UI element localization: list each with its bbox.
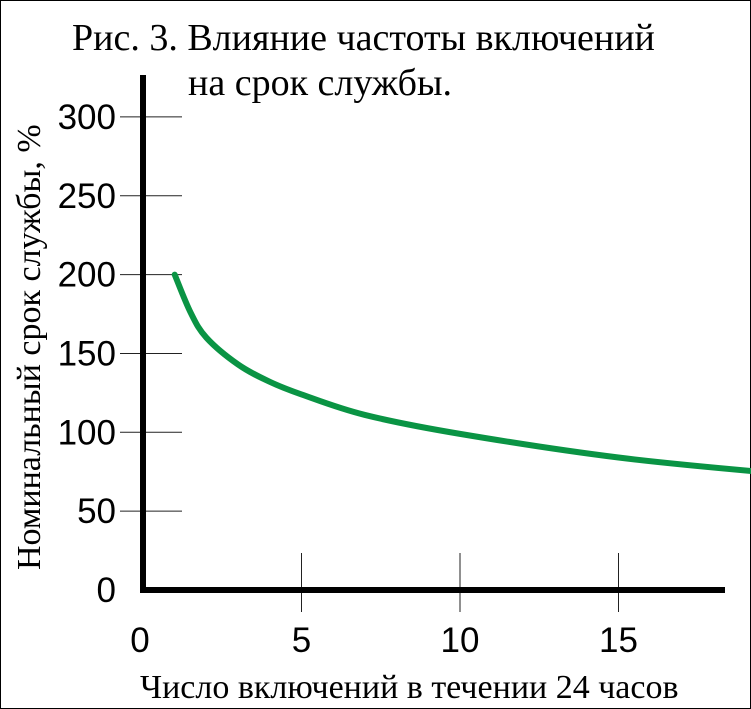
y-tick-label: 200	[58, 256, 116, 295]
y-axis-label: Номинальный срок службы, %	[11, 124, 48, 570]
y-tick-label: 0	[97, 571, 116, 610]
x-tick-label: 10	[441, 621, 480, 660]
y-tick-label: 250	[58, 177, 116, 216]
x-tick-label: 0	[130, 621, 149, 660]
series-line	[171, 271, 751, 474]
y-tick-label: 100	[58, 413, 116, 452]
y-tick-label: 300	[58, 98, 116, 137]
chart-title-line-1: Рис. 3. Влияние частоты включений	[72, 17, 655, 59]
grid-lines	[120, 116, 619, 612]
x-axis-label: Число включений в течении 24 часов	[140, 669, 679, 706]
x-tick-label: 15	[599, 621, 638, 660]
y-tick-label: 50	[77, 492, 116, 531]
x-tick-label: 5	[292, 621, 311, 660]
y-axis-ticks: 0 50 100 150 200 250 300	[58, 98, 116, 610]
y-tick-label: 150	[58, 334, 116, 373]
chart-title-line-2: на срок службы.	[188, 62, 452, 104]
x-axis-ticks: 05101520253035	[130, 621, 638, 660]
